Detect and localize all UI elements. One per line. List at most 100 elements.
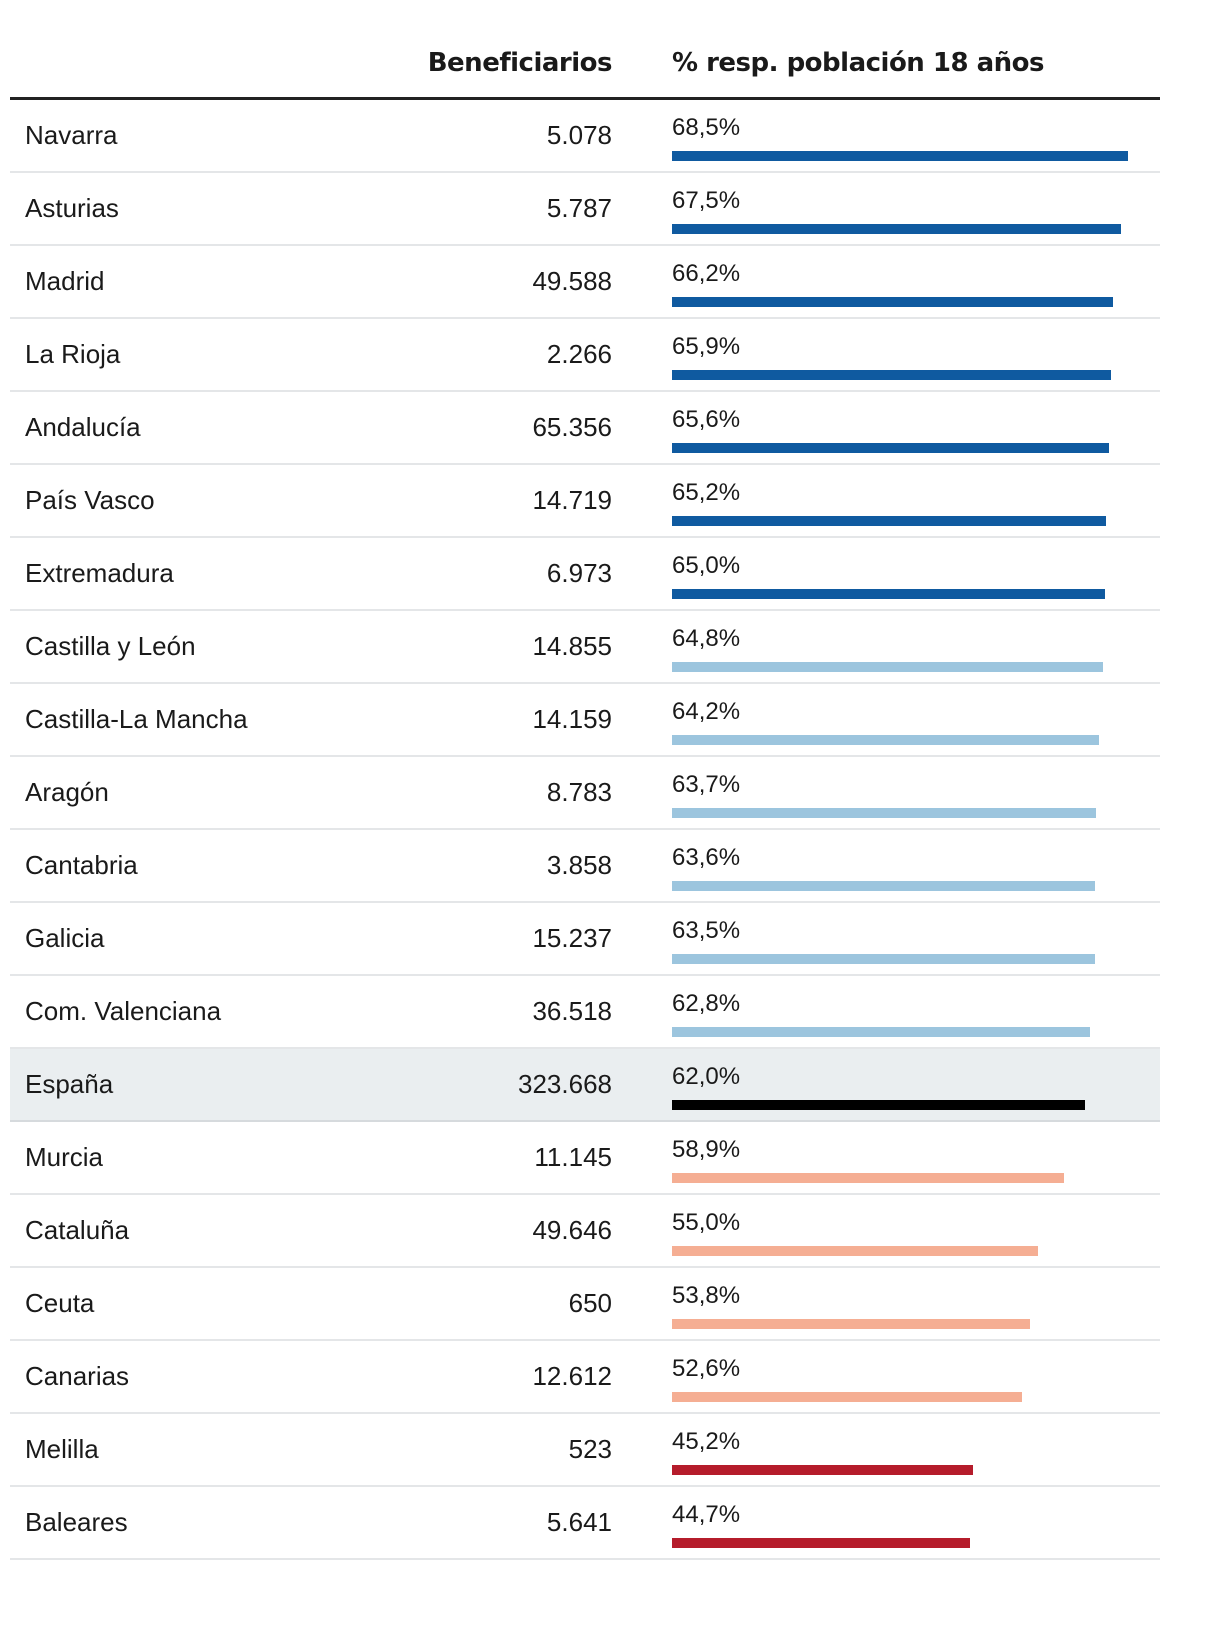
table-row: Castilla y León 14.855 64,8%	[10, 611, 1160, 684]
table-row: Castilla-La Mancha 14.159 64,2%	[10, 684, 1160, 757]
percentage-bar	[672, 1173, 1065, 1183]
region-name: Canarias	[25, 1361, 130, 1391]
table-row: País Vasco 14.719 65,2%	[10, 465, 1160, 538]
beneficiarios-value: 36.518	[532, 996, 612, 1026]
percentage-bar	[672, 370, 1111, 380]
percentage-bar	[672, 1246, 1039, 1256]
percentage-bar	[672, 516, 1106, 526]
table-row: Navarra 5.078 68,5%	[10, 100, 1160, 173]
beneficiarios-value: 5.641	[546, 1507, 612, 1537]
beneficiarios-value: 5.078	[546, 120, 612, 150]
region-name: Navarra	[25, 120, 118, 150]
table-row: La Rioja 2.266 65,9%	[10, 319, 1160, 392]
percentage-bar	[672, 224, 1122, 234]
table-row: Ceuta 650 53,8%	[10, 1268, 1160, 1341]
percentage-bar	[672, 151, 1128, 161]
percentage-label: 65,6%	[672, 406, 741, 433]
region-name: Murcia	[25, 1142, 104, 1172]
table-row: Murcia 11.145 58,9%	[10, 1122, 1160, 1195]
percentage-label: 65,0%	[672, 552, 741, 579]
beneficiarios-value: 8.783	[546, 777, 612, 807]
table-row: Baleares 5.641 44,7%	[10, 1487, 1160, 1560]
percentage-label: 58,9%	[672, 1136, 741, 1163]
percentage-bar	[672, 1027, 1091, 1037]
region-name: Asturias	[25, 193, 119, 223]
percentage-label: 66,2%	[672, 260, 741, 287]
region-name: Castilla y León	[25, 631, 196, 661]
percentage-bar	[672, 297, 1113, 307]
percentage-label: 55,0%	[672, 1209, 741, 1236]
percentage-bar	[672, 1392, 1023, 1402]
region-name: España	[25, 1069, 114, 1099]
beneficiarios-value: 650	[568, 1288, 612, 1318]
percentage-label: 65,9%	[672, 333, 741, 360]
region-name: Baleares	[25, 1507, 128, 1537]
percentage-label: 62,8%	[672, 990, 741, 1017]
percentage-bar	[672, 1319, 1031, 1329]
percentage-label: 44,7%	[672, 1501, 741, 1528]
table-row: Cataluña 49.646 55,0%	[10, 1195, 1160, 1268]
percentage-label: 53,8%	[672, 1282, 741, 1309]
beneficiarios-value: 15.237	[532, 923, 612, 953]
column-header-percentage: % resp. población 18 años	[672, 48, 1045, 78]
beneficiarios-value: 6.973	[546, 558, 612, 588]
beneficiarios-value: 49.588	[532, 266, 612, 296]
beneficiarios-value: 49.646	[532, 1215, 612, 1245]
region-name: Castilla-La Mancha	[25, 704, 248, 734]
percentage-label: 63,5%	[672, 917, 741, 944]
region-name: Cataluña	[25, 1215, 130, 1245]
percentage-label: 65,2%	[672, 479, 741, 506]
beneficiarios-value: 65.356	[532, 412, 612, 442]
beneficiarios-value: 14.855	[532, 631, 612, 661]
beneficiarios-value: 5.787	[546, 193, 612, 223]
beneficiarios-value: 14.159	[532, 704, 612, 734]
percentage-label: 67,5%	[672, 187, 741, 214]
column-header-beneficiarios: Beneficiarios	[427, 48, 613, 78]
percentage-label: 63,7%	[672, 771, 741, 798]
percentage-label: 52,6%	[672, 1355, 741, 1382]
table-row: Com. Valenciana 36.518 62,8%	[10, 976, 1160, 1049]
region-name: Andalucía	[25, 412, 141, 442]
beneficiarios-value: 2.266	[546, 339, 612, 369]
beneficiarios-value: 323.668	[518, 1069, 612, 1099]
region-name: País Vasco	[25, 485, 155, 515]
beneficiarios-value: 12.612	[532, 1361, 612, 1391]
percentage-bar	[672, 735, 1100, 745]
table-row: Melilla 523 45,2%	[10, 1414, 1160, 1487]
beneficiarios-value: 523	[568, 1434, 612, 1464]
percentage-bar	[672, 954, 1095, 964]
percentage-bar	[672, 808, 1096, 818]
percentage-bar	[672, 443, 1109, 453]
percentage-label: 63,6%	[672, 844, 741, 871]
percentage-bar	[672, 1465, 973, 1475]
data-table: Beneficiarios % resp. población 18 años …	[10, 0, 1160, 1560]
table-row: Canarias 12.612 52,6%	[10, 1341, 1160, 1414]
percentage-label: 64,2%	[672, 698, 741, 725]
region-name: Com. Valenciana	[25, 996, 222, 1026]
percentage-bar	[672, 1538, 970, 1548]
percentage-bar	[672, 881, 1096, 891]
beneficiarios-value: 11.145	[534, 1142, 612, 1172]
beneficiarios-value: 14.719	[532, 485, 612, 515]
table-header: Beneficiarios % resp. población 18 años	[10, 0, 1160, 100]
region-name: Melilla	[25, 1434, 99, 1464]
percentage-label: 62,0%	[672, 1063, 741, 1090]
percentage-bar	[672, 589, 1105, 599]
table-row: Madrid 49.588 66,2%	[10, 246, 1160, 319]
table-row: Asturias 5.787 67,5%	[10, 173, 1160, 246]
beneficiarios-value: 3.858	[546, 850, 612, 880]
percentage-bar	[672, 1100, 1085, 1110]
table-row: Extremadura 6.973 65,0%	[10, 538, 1160, 611]
region-name: Extremadura	[25, 558, 174, 588]
table-row: España 323.668 62,0%	[10, 1049, 1160, 1122]
table-row: Galicia 15.237 63,5%	[10, 903, 1160, 976]
table-row: Aragón 8.783 63,7%	[10, 757, 1160, 830]
region-name: Ceuta	[25, 1288, 95, 1318]
region-name: Madrid	[25, 266, 105, 296]
table-row: Andalucía 65.356 65,6%	[10, 392, 1160, 465]
region-name: La Rioja	[25, 339, 121, 369]
region-name: Galicia	[25, 923, 105, 953]
table-row: Cantabria 3.858 63,6%	[10, 830, 1160, 903]
percentage-label: 68,5%	[672, 114, 741, 141]
percentage-label: 45,2%	[672, 1428, 741, 1455]
